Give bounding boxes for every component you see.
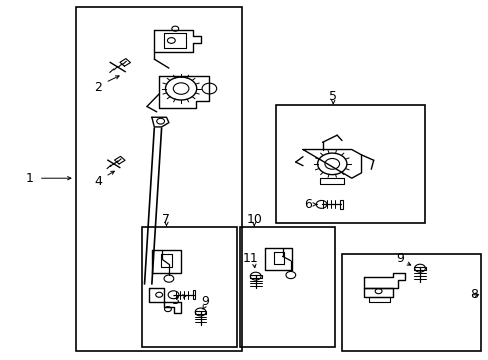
Text: 9: 9: [396, 252, 404, 265]
Text: 4: 4: [94, 175, 102, 188]
Bar: [249, 275, 261, 278]
Bar: [239, 226, 334, 347]
Bar: [142, 226, 237, 347]
Bar: [339, 200, 342, 209]
Text: 1: 1: [26, 172, 34, 185]
Text: 8: 8: [468, 288, 477, 301]
Text: 6: 6: [304, 198, 312, 211]
Text: 11: 11: [242, 252, 258, 265]
Text: 7: 7: [162, 213, 170, 226]
Bar: [194, 311, 206, 314]
Text: 9: 9: [201, 296, 209, 309]
Bar: [193, 291, 195, 299]
Bar: [276, 105, 424, 223]
Bar: [76, 7, 242, 351]
Bar: [413, 267, 425, 270]
Text: 10: 10: [246, 213, 262, 226]
Text: 5: 5: [328, 90, 337, 103]
Text: 2: 2: [94, 81, 102, 94]
Text: 3: 3: [171, 294, 179, 307]
Bar: [341, 253, 480, 351]
